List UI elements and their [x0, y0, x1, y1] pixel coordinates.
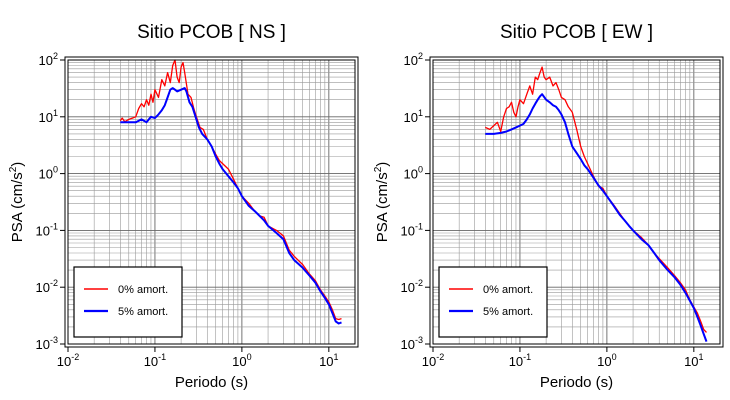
y-tick-label: 100 — [39, 165, 58, 182]
y-tick-label: 10-1 — [401, 221, 423, 238]
grid — [68, 60, 355, 344]
tick-exponent: 0 — [612, 352, 617, 362]
tick-base: 10 — [401, 337, 415, 352]
tick-base: 10 — [144, 354, 158, 369]
y-tick-label: 101 — [39, 108, 58, 125]
legend-label: 0% amort. — [483, 284, 533, 296]
x-tick-label: 101 — [319, 352, 338, 369]
tick-base: 10 — [319, 354, 333, 369]
tick-base: 10 — [404, 53, 418, 68]
legend-box — [73, 266, 183, 338]
tick-exponent: -1 — [158, 352, 166, 362]
ylabel-main: PSA (cm/s — [374, 172, 391, 242]
tick-base: 10 — [36, 280, 50, 295]
tick-exponent: -2 — [71, 352, 79, 362]
tick-exponent: 1 — [334, 352, 339, 362]
chart-title: Sitio PCOB [ NS ] — [137, 22, 286, 43]
tick-exponent: -2 — [50, 278, 58, 288]
plot-frame-inner — [432, 59, 721, 345]
tick-base: 10 — [232, 354, 246, 369]
y-tick-label: 101 — [404, 108, 423, 125]
tick-exponent: -2 — [415, 278, 423, 288]
x-tick-label: 10-2 — [422, 352, 444, 369]
tick-base: 10 — [684, 354, 698, 369]
tick-exponent: 2 — [418, 51, 423, 61]
y-tick-label: 100 — [404, 165, 423, 182]
x-tick-label: 100 — [232, 352, 251, 369]
tick-exponent: 2 — [53, 51, 58, 61]
tick-exponent: 1 — [53, 108, 58, 118]
series-line-5pct — [485, 93, 708, 342]
tick-exponent: -1 — [415, 221, 423, 231]
legend-label: 5% amort. — [483, 306, 533, 318]
x-tick-label: 10-2 — [57, 352, 79, 369]
plot-frame-inner — [67, 59, 356, 345]
ylabel-sup: 2 — [8, 166, 19, 172]
tick-base: 10 — [39, 167, 53, 182]
tick-exponent: 0 — [53, 165, 58, 175]
x-tick-label: 10-1 — [509, 352, 531, 369]
series-line-0pct — [485, 66, 707, 333]
y-axis-label: PSA (cm/s2) — [8, 162, 26, 243]
tick-exponent: -1 — [50, 221, 58, 231]
legend: 0% amort. 5% amort. — [438, 266, 548, 338]
y-axis-label: PSA (cm/s2) — [373, 162, 391, 243]
tick-base: 10 — [36, 223, 50, 238]
tick-exponent: -2 — [436, 352, 444, 362]
tick-base: 10 — [39, 110, 53, 125]
chart-panel-1: 10-2 10-1 100 10110-310-210-1100101102Sitio… — [8, 22, 359, 391]
tick-base: 10 — [39, 53, 53, 68]
y-tick-label: 10-2 — [36, 278, 58, 295]
legend: 0% amort. 5% amort. — [73, 266, 183, 338]
x-axis-label: Periodo (s) — [540, 374, 613, 391]
y-tick-label: 102 — [39, 51, 58, 68]
ylabel-main: PSA (cm/s — [9, 172, 26, 242]
x-tick-label: 101 — [684, 352, 703, 369]
legend-label: 5% amort. — [118, 306, 168, 318]
tick-base: 10 — [509, 354, 523, 369]
tick-base: 10 — [57, 354, 71, 369]
y-tick-label: 10-3 — [401, 335, 423, 352]
chart-panel-2: 10-2 10-1 100 10110-310-210-1100101102Sitio… — [373, 22, 724, 391]
plot-frame-outer — [429, 56, 724, 348]
ylabel-end: ) — [374, 162, 391, 167]
x-tick-label: 100 — [597, 352, 616, 369]
chart-title: Sitio PCOB [ EW ] — [500, 22, 653, 43]
tick-exponent: -3 — [50, 335, 58, 345]
y-tick-label: 102 — [404, 51, 423, 68]
tick-exponent: 1 — [418, 108, 423, 118]
x-tick-label: 10-1 — [144, 352, 166, 369]
tick-base: 10 — [401, 280, 415, 295]
x-axis-label: Periodo (s) — [175, 374, 248, 391]
tick-base: 10 — [422, 354, 436, 369]
tick-base: 10 — [597, 354, 611, 369]
tick-exponent: 0 — [418, 165, 423, 175]
y-tick-label: 10-2 — [401, 278, 423, 295]
legend-box — [438, 266, 548, 338]
ylabel-end: ) — [9, 162, 26, 167]
tick-exponent: -3 — [415, 335, 423, 345]
y-tick-label: 10-1 — [36, 221, 58, 238]
tick-exponent: -1 — [523, 352, 531, 362]
series-line-5pct — [120, 87, 342, 325]
tick-base: 10 — [404, 167, 418, 182]
tick-exponent: 0 — [247, 352, 252, 362]
y-tick-label: 10-3 — [36, 335, 58, 352]
tick-base: 10 — [36, 337, 50, 352]
tick-exponent: 1 — [699, 352, 704, 362]
legend-label: 0% amort. — [118, 284, 168, 296]
plot-frame-outer — [64, 56, 359, 348]
tick-base: 10 — [401, 223, 415, 238]
tick-base: 10 — [404, 110, 418, 125]
ylabel-sup: 2 — [373, 166, 384, 172]
